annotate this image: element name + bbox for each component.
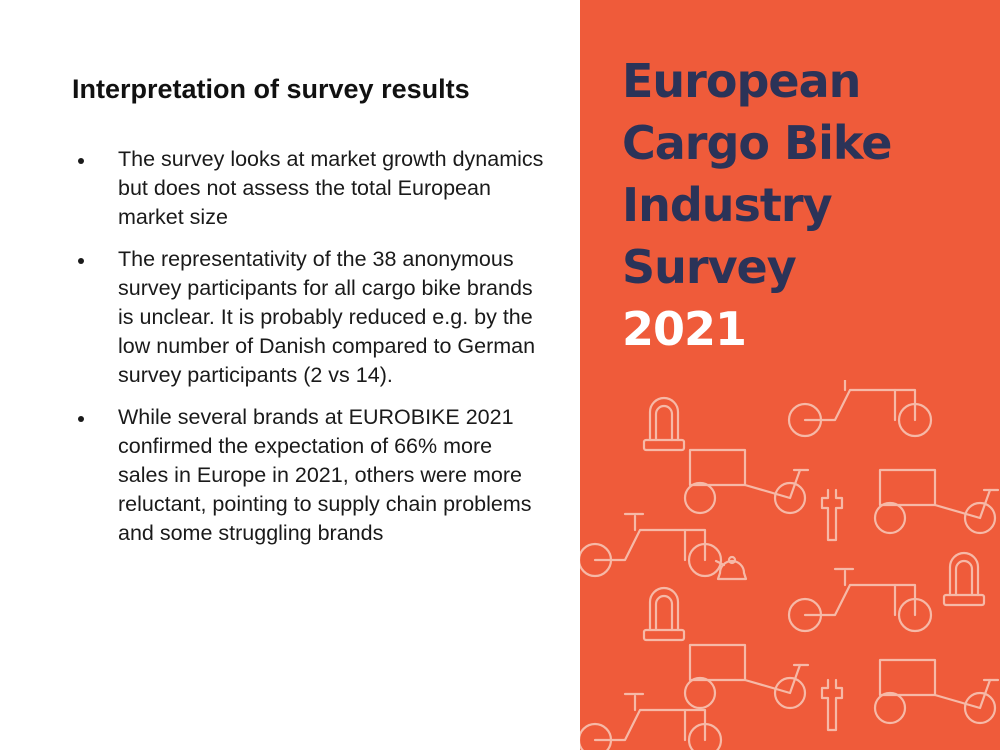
bullet-text: While several brands at EUROBIKE 2021 co… bbox=[118, 405, 532, 545]
content-panel: Interpretation of survey results The sur… bbox=[72, 74, 548, 561]
title-line: Cargo Bike bbox=[622, 116, 892, 170]
cover-panel: European Cargo Bike Industry Survey 2021 bbox=[580, 0, 1000, 750]
cargo-bike-icon bbox=[683, 448, 810, 515]
bike-lock-icon bbox=[942, 551, 986, 607]
cargo-bike-icon bbox=[787, 567, 933, 633]
bike-lock-icon bbox=[642, 586, 686, 642]
bullet-item: The survey looks at market growth dynami… bbox=[78, 145, 548, 232]
bullet-text: The survey looks at market growth dynami… bbox=[118, 147, 544, 229]
bullet-text: The representativity of the 38 anonymous… bbox=[118, 247, 536, 387]
title-line: Industry bbox=[622, 178, 833, 232]
survey-title: European Cargo Bike Industry Survey 2021 bbox=[622, 50, 892, 360]
cargo-bike-icon bbox=[683, 643, 810, 710]
bullet-dot bbox=[78, 258, 84, 264]
title-year: 2021 bbox=[622, 302, 747, 356]
cargo-bike-icon bbox=[580, 692, 723, 750]
title-line: European bbox=[622, 54, 861, 108]
bike-lock-icon bbox=[642, 396, 686, 452]
cargo-bike-pattern bbox=[580, 380, 1000, 750]
bullet-dot bbox=[78, 158, 84, 164]
section-heading: Interpretation of survey results bbox=[72, 74, 470, 104]
cargo-bike-icon bbox=[787, 380, 933, 438]
bullet-item: The representativity of the 38 anonymous… bbox=[78, 245, 548, 390]
cargo-bike-icon bbox=[580, 512, 723, 578]
bullet-item: While several brands at EUROBIKE 2021 co… bbox=[78, 403, 548, 548]
cargo-bike-icon bbox=[873, 658, 1000, 725]
title-line: Survey bbox=[622, 240, 797, 294]
wrench-icon bbox=[820, 678, 844, 732]
wrench-icon bbox=[820, 488, 844, 542]
bullet-list: The survey looks at market growth dynami… bbox=[78, 145, 548, 561]
bullet-dot bbox=[78, 416, 84, 422]
cargo-bike-icon bbox=[873, 468, 1000, 535]
